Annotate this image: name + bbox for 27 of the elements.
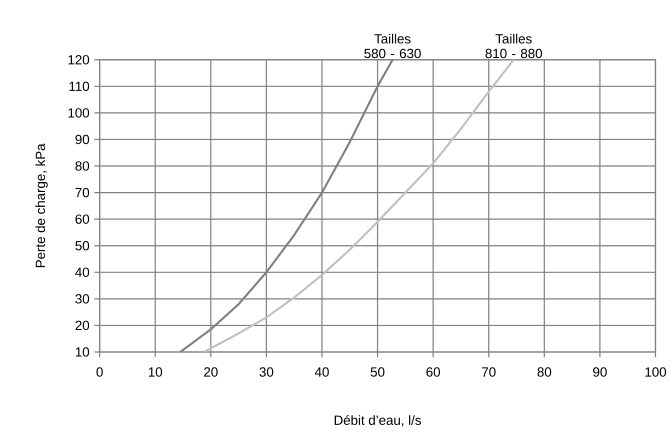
y-tick-label: 120 [68, 54, 90, 64]
y-tick-label: 80 [75, 161, 90, 171]
series-label: Tailles 580 - 630 [364, 34, 421, 58]
y-tick-label: 40 [75, 267, 90, 277]
y-tick-label: 70 [76, 188, 90, 198]
x-tick-label: 0 [96, 367, 103, 377]
x-tick-label: 20 [204, 367, 218, 377]
y-tick-label: 20 [76, 320, 90, 330]
y-tick-label: 60 [76, 214, 90, 224]
x-tick-label: 10 [148, 367, 162, 377]
x-tick-label: 30 [260, 367, 274, 377]
y-tick-label: 100 [68, 108, 90, 118]
x-tick-label: 80 [538, 367, 552, 377]
x-tick-label: 90 [593, 367, 607, 377]
x-tick-label: 100 [645, 367, 666, 377]
y-tick-label: 10 [76, 347, 90, 357]
y-tick-label: 90 [75, 134, 90, 144]
x-tick-label: 40 [314, 367, 329, 377]
x-tick-label: 50 [370, 367, 384, 377]
x-tick-label: 70 [482, 367, 496, 377]
series-label: Tailles 810 - 880 [486, 34, 542, 58]
x-tick-label: 60 [426, 367, 440, 377]
y-tick-label: 110 [69, 81, 90, 91]
x-axis-title: Débit d’eau, l/s [334, 414, 421, 426]
y-axis-title: Perte de charge, kPa [35, 143, 48, 268]
y-tick-label: 50 [75, 240, 90, 250]
y-tick-label: 30 [75, 294, 90, 304]
